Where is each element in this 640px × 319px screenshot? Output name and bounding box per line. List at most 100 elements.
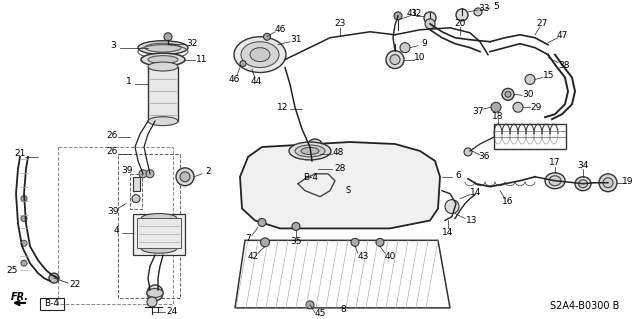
Circle shape xyxy=(491,102,501,112)
Text: 11: 11 xyxy=(196,55,208,64)
Text: 34: 34 xyxy=(577,161,589,170)
Text: 22: 22 xyxy=(69,279,81,289)
Circle shape xyxy=(394,12,402,20)
Circle shape xyxy=(132,195,140,203)
Circle shape xyxy=(304,181,312,189)
Text: 29: 29 xyxy=(531,103,541,112)
Circle shape xyxy=(307,139,323,155)
Bar xyxy=(118,154,180,298)
Circle shape xyxy=(513,102,523,112)
Text: 37: 37 xyxy=(472,107,484,116)
Text: 32: 32 xyxy=(186,39,198,48)
Bar xyxy=(133,177,140,191)
Ellipse shape xyxy=(148,117,178,126)
Circle shape xyxy=(425,19,435,29)
Ellipse shape xyxy=(148,56,178,63)
Text: 42: 42 xyxy=(248,252,259,261)
Text: 7: 7 xyxy=(245,234,251,243)
Ellipse shape xyxy=(148,62,178,71)
Circle shape xyxy=(474,8,482,16)
Circle shape xyxy=(49,273,59,283)
Text: B-4: B-4 xyxy=(303,173,319,182)
Text: 39: 39 xyxy=(108,207,119,216)
Text: 3: 3 xyxy=(110,41,116,50)
Ellipse shape xyxy=(147,288,163,297)
Circle shape xyxy=(456,9,468,21)
Circle shape xyxy=(146,170,154,178)
Circle shape xyxy=(599,174,617,192)
Circle shape xyxy=(318,178,326,186)
Ellipse shape xyxy=(295,145,325,157)
Circle shape xyxy=(445,200,459,213)
Circle shape xyxy=(292,222,300,230)
Polygon shape xyxy=(240,142,440,228)
Text: 40: 40 xyxy=(384,252,396,261)
Text: 46: 46 xyxy=(228,75,240,84)
Text: 18: 18 xyxy=(492,112,504,121)
Ellipse shape xyxy=(250,48,270,62)
Text: S: S xyxy=(346,186,351,195)
Circle shape xyxy=(21,216,27,221)
Text: 20: 20 xyxy=(454,19,466,28)
Ellipse shape xyxy=(141,213,177,223)
Polygon shape xyxy=(235,240,450,308)
Ellipse shape xyxy=(549,176,561,186)
Text: 15: 15 xyxy=(543,71,555,80)
Circle shape xyxy=(306,155,318,167)
Text: 26: 26 xyxy=(106,147,118,156)
Bar xyxy=(137,219,181,248)
Text: 23: 23 xyxy=(334,19,346,28)
Text: FR.: FR. xyxy=(11,292,29,302)
Circle shape xyxy=(464,148,472,156)
Text: 46: 46 xyxy=(275,25,285,34)
Circle shape xyxy=(180,172,190,182)
Circle shape xyxy=(390,55,400,64)
Text: 28: 28 xyxy=(334,164,346,173)
Bar xyxy=(133,213,185,255)
Ellipse shape xyxy=(545,173,565,189)
Text: 26: 26 xyxy=(106,130,118,140)
Circle shape xyxy=(139,170,147,178)
Text: 9: 9 xyxy=(421,39,427,48)
Ellipse shape xyxy=(145,43,181,52)
Ellipse shape xyxy=(301,147,319,154)
Text: 32: 32 xyxy=(410,9,422,19)
Text: 6: 6 xyxy=(455,171,461,180)
Text: 8: 8 xyxy=(340,305,346,314)
Circle shape xyxy=(308,180,322,194)
Bar xyxy=(148,67,178,121)
Circle shape xyxy=(147,297,157,307)
Text: 45: 45 xyxy=(314,309,326,318)
Text: 38: 38 xyxy=(558,61,570,70)
Ellipse shape xyxy=(241,42,279,68)
Circle shape xyxy=(603,178,613,188)
Bar xyxy=(296,171,326,185)
Text: 19: 19 xyxy=(622,177,634,186)
Text: 14: 14 xyxy=(442,228,454,237)
Text: 47: 47 xyxy=(556,31,568,40)
Text: 14: 14 xyxy=(470,188,482,197)
Text: 5: 5 xyxy=(493,3,499,11)
Circle shape xyxy=(164,33,172,41)
Text: 27: 27 xyxy=(536,19,548,28)
Ellipse shape xyxy=(579,180,588,188)
Text: 13: 13 xyxy=(467,216,477,225)
Circle shape xyxy=(311,143,319,151)
Bar xyxy=(40,298,64,310)
Ellipse shape xyxy=(138,41,188,55)
Text: 25: 25 xyxy=(6,266,18,275)
Circle shape xyxy=(525,74,535,85)
Circle shape xyxy=(21,260,27,266)
Circle shape xyxy=(505,91,511,97)
Circle shape xyxy=(176,168,194,186)
Text: 10: 10 xyxy=(414,53,426,62)
Circle shape xyxy=(21,196,27,202)
Bar xyxy=(130,174,142,209)
Text: 2: 2 xyxy=(205,167,211,176)
Circle shape xyxy=(147,285,163,301)
Text: B-4: B-4 xyxy=(45,300,60,308)
Circle shape xyxy=(502,88,514,100)
Text: 44: 44 xyxy=(250,77,262,86)
Text: 33: 33 xyxy=(478,4,490,13)
Text: 4: 4 xyxy=(113,226,119,235)
